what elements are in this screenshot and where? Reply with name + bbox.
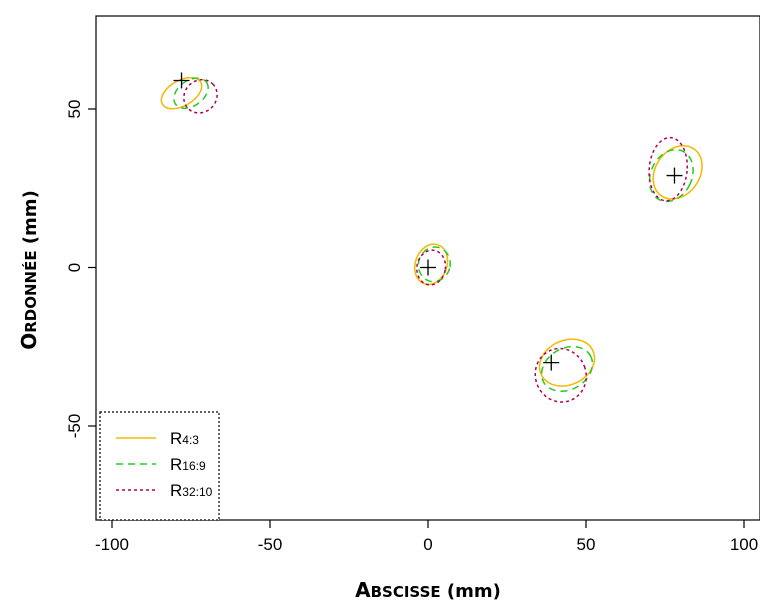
x-tick-label: 100 [730,535,758,554]
x-tick-label: -100 [95,535,129,554]
point-marker [543,354,560,371]
ellipse [538,338,596,387]
ellipse [173,77,209,109]
x-tick-label: -50 [258,535,283,554]
legend-label: R32:10 [170,481,213,500]
legend-box [99,411,220,521]
series-32-10 [183,78,688,403]
legend: R4:3 R16:9 R32:10 [99,411,220,521]
ellipse [652,145,703,200]
x-tick-label: 0 [423,535,432,554]
ellipse [160,76,203,110]
ellipse [648,148,694,203]
y-axis: -50 0 50 [65,100,96,439]
x-axis-title: ABSCISSE (mm) [355,578,501,602]
ellipse [540,345,594,393]
legend-label: R4:3 [170,429,199,448]
y-tick-label: -50 [65,414,84,439]
ellipse [413,243,449,286]
x-tick-label: 50 [577,535,596,554]
y-axis-title: ORDONNÉE (mm) [17,190,41,350]
ellipse [534,347,587,403]
y-tick-label: 0 [65,263,84,272]
point-marker [420,259,436,276]
x-axis: -100 -50 0 50 100 [95,520,758,554]
point-markers [173,72,683,371]
plot-area [160,72,703,403]
series-4-3 [160,76,703,387]
legend-label: R16:9 [170,455,206,474]
series-16-9 [173,77,694,393]
point-marker [173,72,190,89]
point-marker [666,167,683,184]
y-tick-label: 50 [65,100,84,119]
ellipse [183,78,218,114]
